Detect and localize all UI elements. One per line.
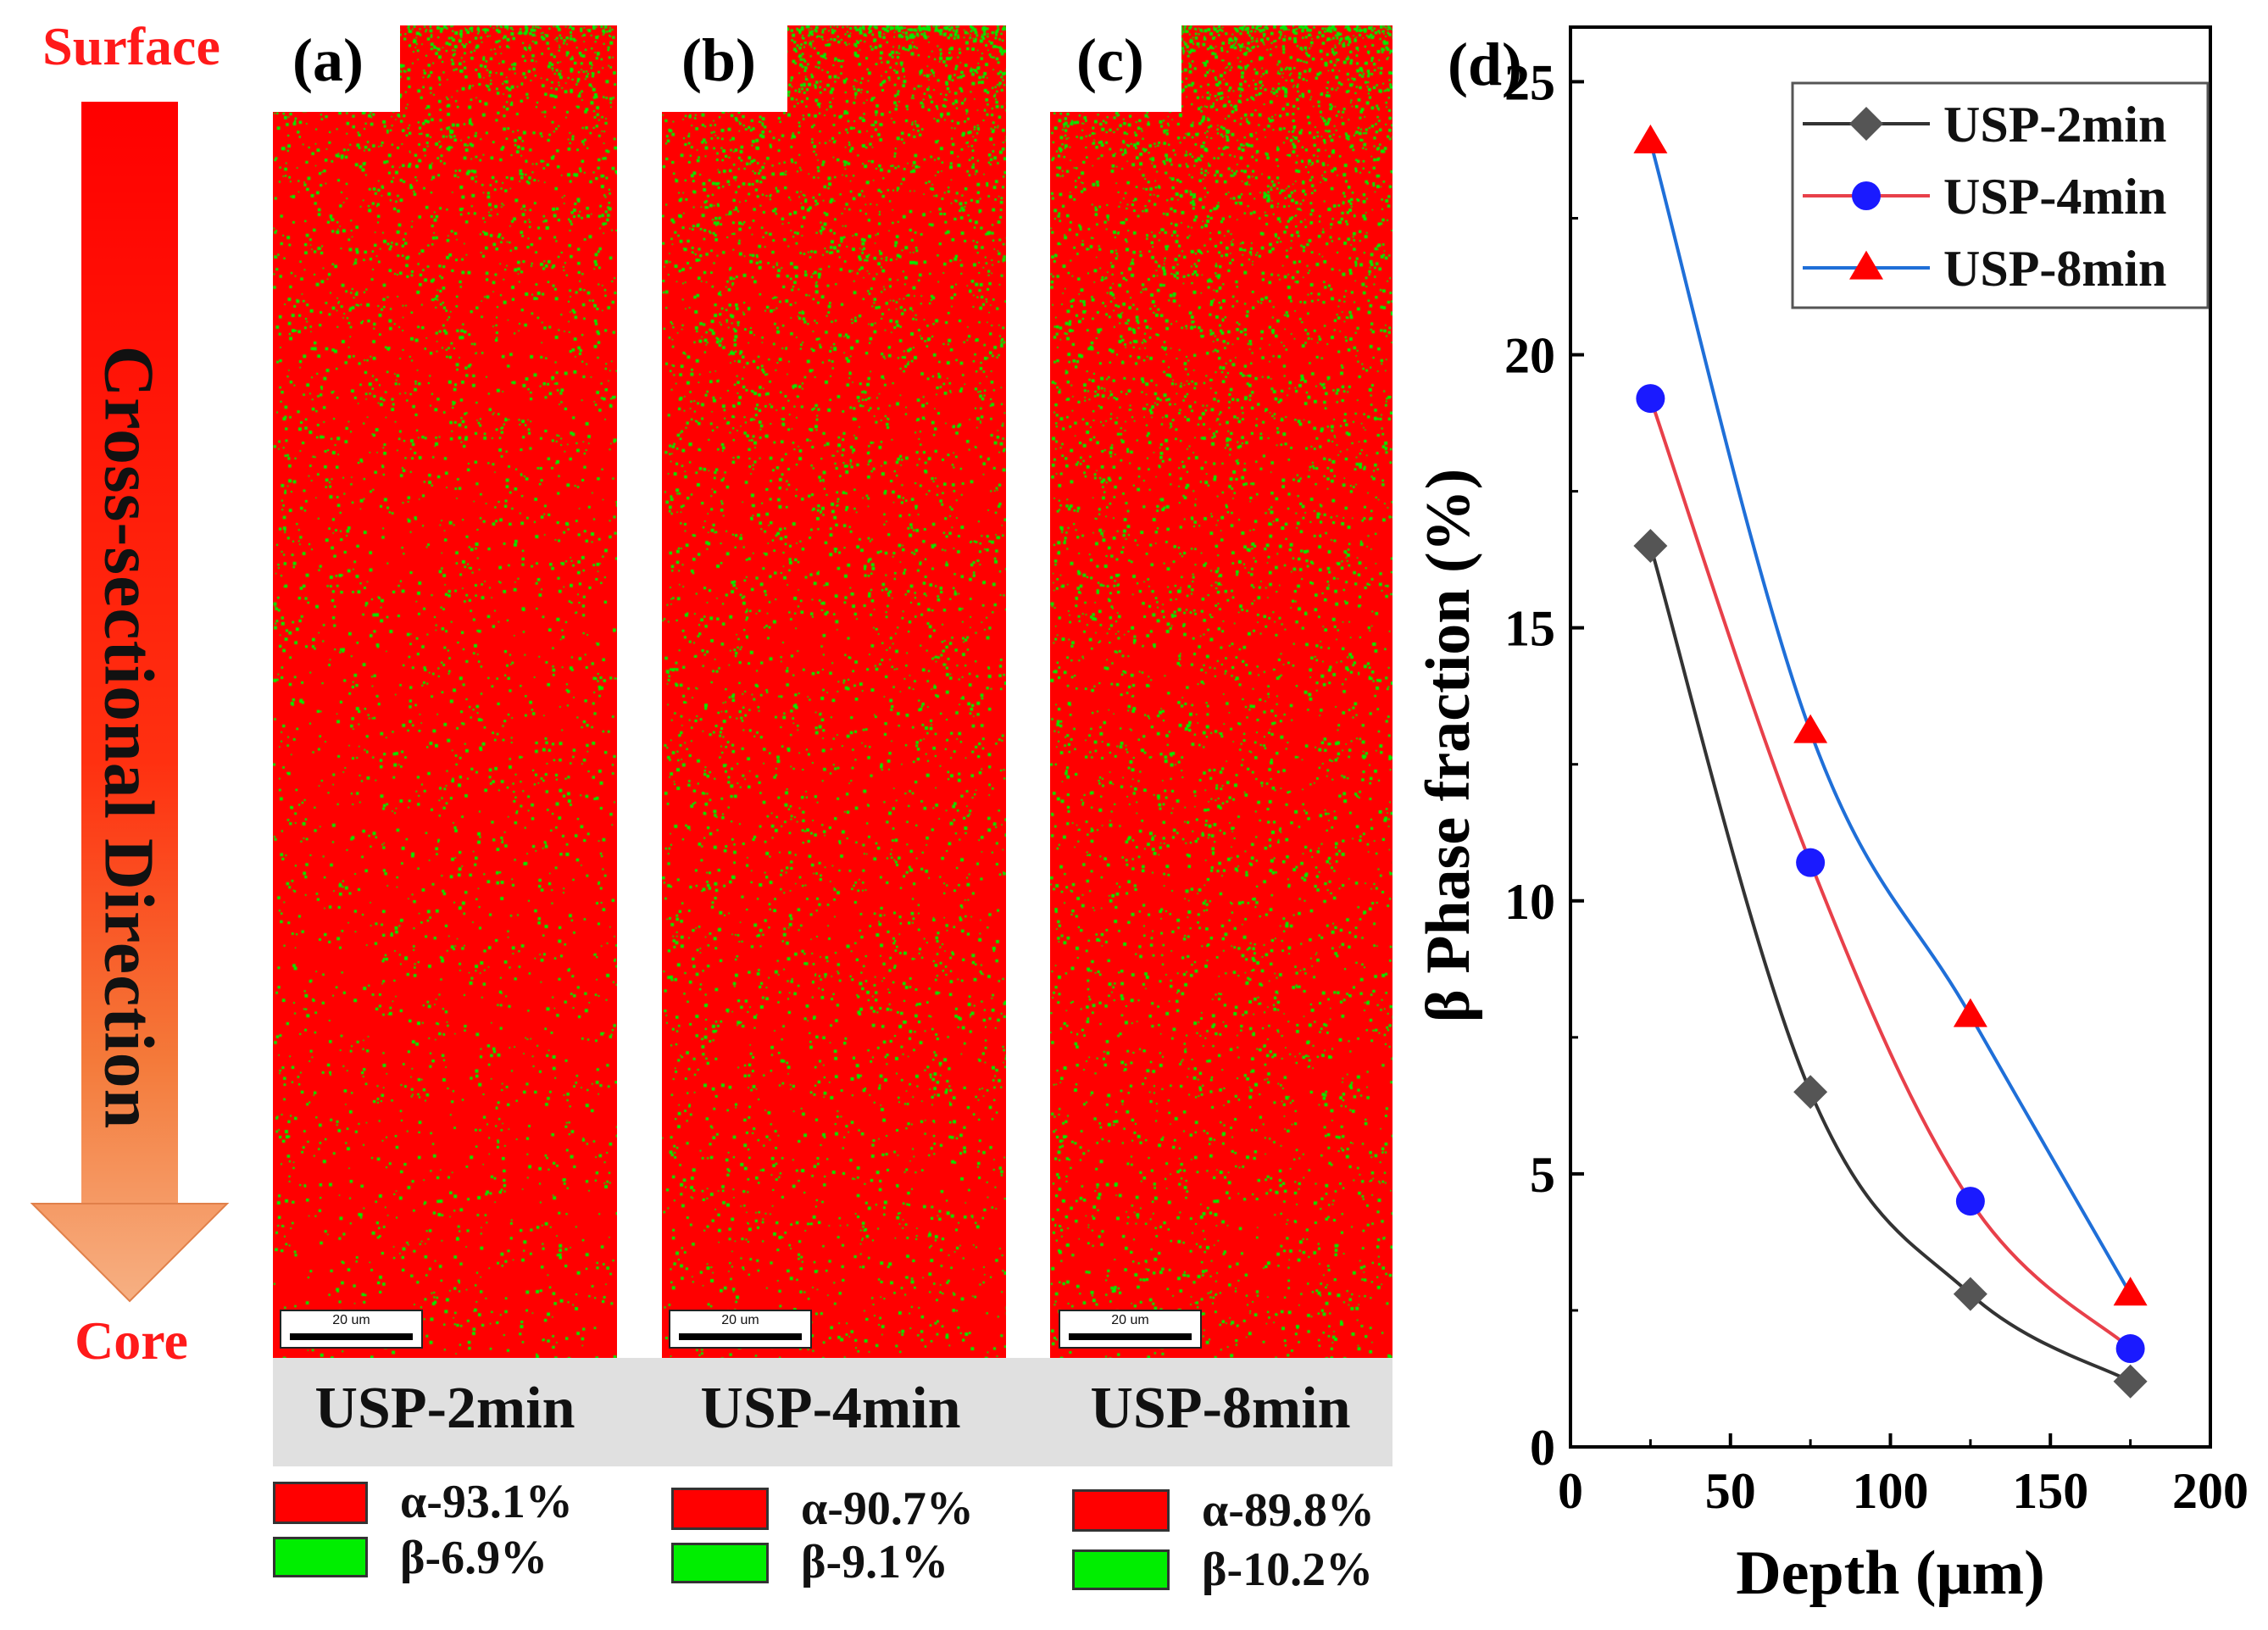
beta-fraction-a: β-6.9%	[400, 1532, 548, 1584]
y-axis-label: β Phase fraction (%)	[1414, 469, 1483, 1022]
panel-b-label-box	[662, 21, 787, 112]
x-tick-label-0: 0	[1558, 1463, 1583, 1519]
y-tick-label-1: 5	[1530, 1147, 1555, 1203]
point-usp-8min-0	[1633, 124, 1668, 153]
alpha-swatch-b	[671, 1488, 769, 1530]
point-usp-4min-2	[1955, 1187, 1985, 1216]
x-tick-label-1: 50	[1705, 1463, 1756, 1519]
legend-marker-usp-8min	[1849, 250, 1883, 280]
phase-map-a-canvas	[273, 25, 617, 1358]
surface-label: Surface	[42, 16, 220, 76]
x-axis-label: Depth (μm)	[1736, 1538, 2045, 1608]
alpha-fraction-c: α-89.8%	[1202, 1484, 1375, 1537]
legend-label-usp-2min: USP-2min	[1943, 97, 2166, 153]
y-tick-label-4: 20	[1504, 328, 1555, 384]
point-usp-2min-3	[2113, 1364, 2148, 1399]
legend-marker-usp-4min	[1852, 181, 1881, 210]
panel-a-label: (a)	[292, 26, 364, 94]
alpha-fraction-a: α-93.1%	[400, 1476, 573, 1528]
beta-fraction-b: β-9.1%	[801, 1536, 949, 1588]
sample-label-band	[273, 1358, 1392, 1466]
alpha-swatch-c	[1072, 1489, 1170, 1532]
scale-bar-c: 20 um	[1059, 1310, 1202, 1349]
point-usp-8min-2	[1953, 998, 1987, 1027]
y-tick-label-2: 10	[1504, 874, 1555, 930]
point-usp-2min-1	[1793, 1075, 1828, 1110]
point-usp-4min-1	[1796, 848, 1826, 877]
beta-swatch-b	[671, 1543, 769, 1583]
scale-bar-a-text: 20 um	[332, 1313, 370, 1327]
series-line-usp-4min	[1648, 398, 2132, 1350]
alpha-swatch-a	[273, 1482, 368, 1524]
scale-bar-b: 20 um	[669, 1310, 812, 1349]
point-usp-2min-2	[1953, 1277, 1987, 1311]
point-usp-2min-0	[1633, 529, 1668, 564]
x-tick-label-4: 200	[2172, 1463, 2249, 1519]
phase-map-c-canvas	[1050, 25, 1392, 1358]
chart-plot-area: 0 50 100 150 200 0 5 10 15 20 25 Depth (μm) β Phase …	[1414, 25, 2249, 1608]
beta-swatch-a	[273, 1537, 368, 1577]
scale-bar-c-line	[1069, 1333, 1192, 1340]
core-label: Core	[75, 1310, 188, 1371]
beta-fraction-c: β-10.2%	[1202, 1544, 1374, 1596]
panel-c-label-box	[1050, 21, 1181, 112]
point-usp-8min-3	[2113, 1277, 2148, 1306]
scale-bar-b-line	[679, 1333, 802, 1340]
phase-map-b	[662, 25, 1006, 1358]
x-tick-label-2: 100	[1853, 1463, 1929, 1519]
legend-marker-usp-2min	[1849, 107, 1883, 141]
scale-bar-a-line	[290, 1333, 413, 1340]
x-tick-label-3: 150	[2012, 1463, 2088, 1519]
scale-bar-b-text: 20 um	[721, 1313, 759, 1327]
panel-a-label-box	[273, 21, 400, 112]
series-line-usp-8min	[1648, 141, 2132, 1295]
panel-c-label: (c)	[1076, 26, 1144, 94]
series-line-usp-2min	[1648, 545, 2132, 1383]
point-usp-4min-0	[1636, 384, 1665, 414]
sample-label-c: USP-8min	[1090, 1376, 1351, 1441]
chart-panel-label: (d)	[1448, 31, 1522, 98]
y-tick-label-3: 15	[1504, 601, 1555, 657]
phase-map-b-canvas	[662, 25, 1006, 1358]
y-tick-label-0: 0	[1530, 1420, 1555, 1476]
beta-swatch-c	[1072, 1549, 1170, 1590]
legend-label-usp-8min: USP-8min	[1943, 241, 2166, 297]
scale-bar-a: 20 um	[280, 1310, 423, 1349]
point-usp-4min-3	[2115, 1334, 2145, 1364]
legend-label-usp-4min: USP-4min	[1943, 169, 2166, 225]
direction-arrow	[30, 102, 230, 1303]
alpha-fraction-b: α-90.7%	[801, 1483, 974, 1535]
phase-map-c	[1050, 25, 1392, 1358]
sample-label-b: USP-4min	[700, 1376, 961, 1441]
phase-map-a	[273, 25, 617, 1358]
panel-b-label: (b)	[681, 26, 756, 94]
y-tick-label-5: 25	[1504, 54, 1555, 110]
sample-label-a: USP-2min	[314, 1376, 575, 1441]
scale-bar-c-text: 20 um	[1111, 1313, 1149, 1327]
point-usp-8min-1	[1793, 714, 1828, 743]
